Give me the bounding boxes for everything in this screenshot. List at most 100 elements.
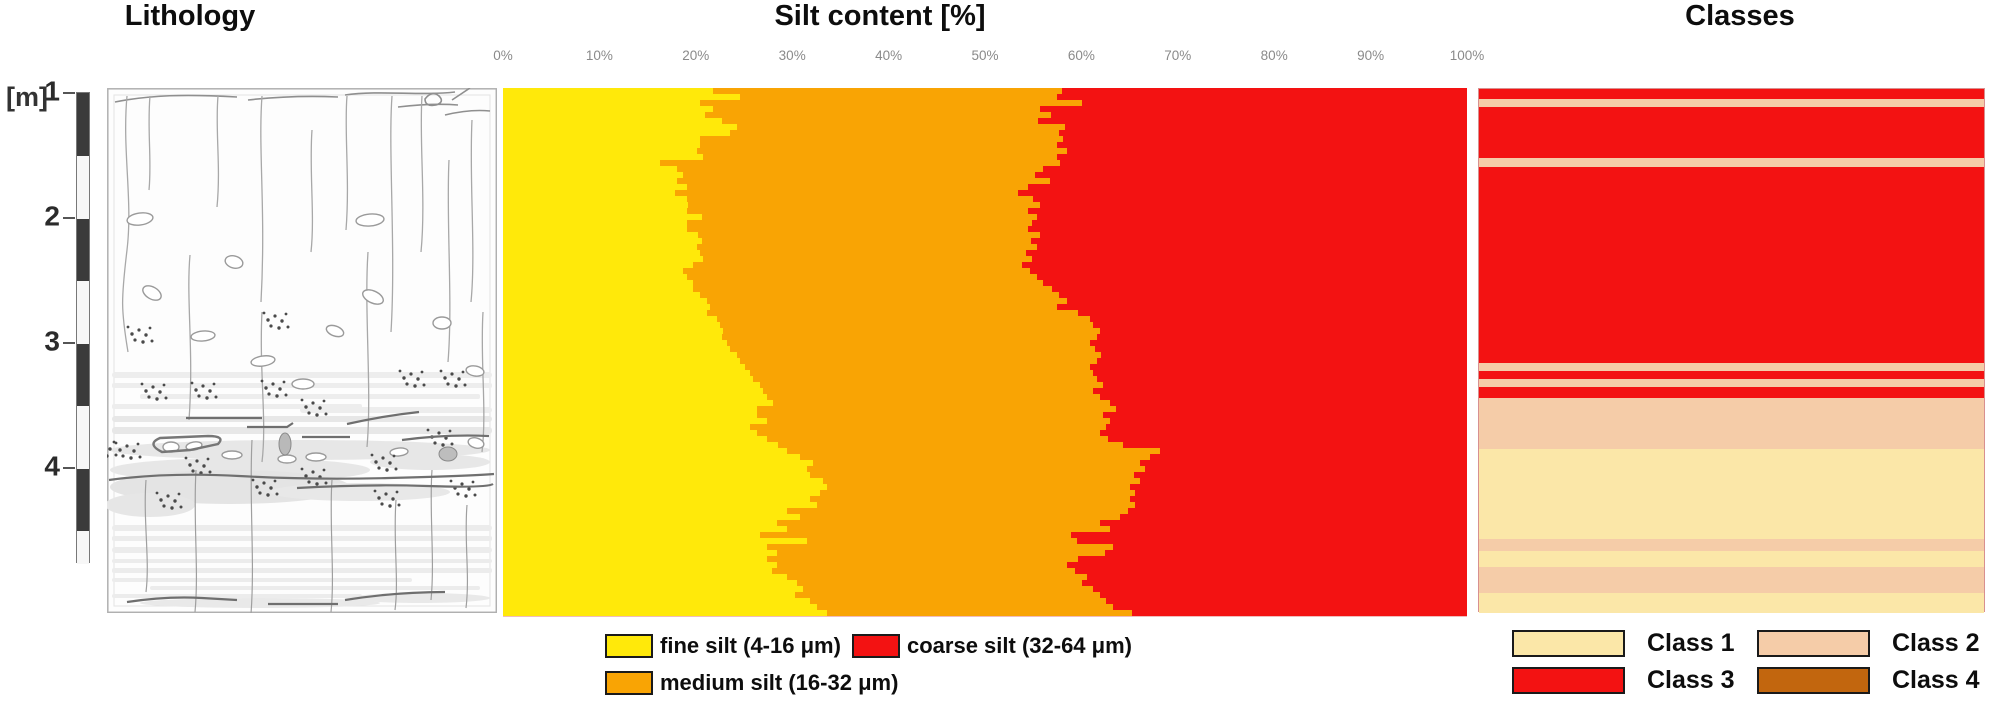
- silt-sample-row: [503, 310, 1467, 316]
- silt-sample-row: [503, 238, 1467, 244]
- silt-sample-row: [503, 442, 1467, 448]
- medium-swatch: [605, 671, 653, 695]
- silt-content-chart: [503, 88, 1467, 617]
- class-stripe-class3: [1479, 387, 1984, 398]
- legend-item-medium: medium silt (16-32 μm): [605, 670, 898, 696]
- axis-tick-label: 10%: [585, 48, 613, 63]
- silt-sample-row: [503, 208, 1467, 214]
- silt-sample-row: [503, 598, 1467, 604]
- lithology-title: Lithology: [124, 0, 256, 32]
- silt-sample-row: [503, 316, 1467, 322]
- silt-sample-row: [503, 586, 1467, 592]
- silt-sample-row: [503, 388, 1467, 394]
- legend-label: Class 4: [1892, 666, 1980, 694]
- silt-sample-row: [503, 112, 1467, 118]
- axis-tick-label: 50%: [971, 48, 999, 63]
- class4-swatch: [1757, 667, 1870, 694]
- lithology-frame: [107, 88, 497, 613]
- silt-sample-row: [503, 508, 1467, 514]
- silt-sample-row: [503, 178, 1467, 184]
- ruler-segment: [77, 281, 89, 344]
- silt-sample-row: [503, 592, 1467, 598]
- silt-sample-row: [503, 304, 1467, 310]
- silt-sample-row: [503, 142, 1467, 148]
- root-traces: [121, 95, 485, 463]
- silt-sample-row: [503, 262, 1467, 268]
- class-stripe-class1: [1479, 593, 1984, 613]
- silt-sample-row: [503, 340, 1467, 346]
- classes-panel: [1478, 88, 1985, 613]
- axis-tick-label: 0%: [493, 48, 513, 63]
- silt-sample-row: [503, 274, 1467, 280]
- silt-sample-row: [503, 298, 1467, 304]
- lithology-column: [107, 88, 497, 613]
- depth-tick-label: 3: [44, 325, 60, 357]
- silt-sample-row: [503, 418, 1467, 424]
- axis-tick-label: 30%: [778, 48, 806, 63]
- silt-sample-row: [503, 454, 1467, 460]
- depth-unit-label: [m]: [6, 82, 48, 112]
- legend-label: medium silt (16-32 μm): [660, 670, 899, 695]
- silt-sample-row: [503, 394, 1467, 400]
- silt-sample-row: [503, 184, 1467, 190]
- silt-sample-row: [503, 610, 1467, 616]
- silt-sample-row: [503, 172, 1467, 178]
- silt-sample-row: [503, 226, 1467, 232]
- silt-sample-row: [503, 256, 1467, 262]
- silt-sample-row: [503, 550, 1467, 556]
- classes-title: Classes: [1685, 0, 1795, 32]
- legend-item-coarse: coarse silt (32-64 μm): [852, 633, 1132, 659]
- silt-sample-row: [503, 430, 1467, 436]
- silt-sample-row: [503, 370, 1467, 376]
- ruler-segment: [77, 531, 89, 564]
- legend-label: Class 3: [1647, 666, 1735, 694]
- silt-sample-row: [503, 280, 1467, 286]
- silt-sample-row: [503, 490, 1467, 496]
- silt-sample-row: [503, 334, 1467, 340]
- silt-sample-row: [503, 532, 1467, 538]
- silt-sample-row: [503, 400, 1467, 406]
- axis-tick-label: 40%: [875, 48, 903, 63]
- silt-sample-row: [503, 520, 1467, 526]
- silt-sample-row: [503, 124, 1467, 130]
- legend-label: fine silt (4-16 μm): [660, 633, 841, 658]
- class-stripe-class3: [1479, 89, 1984, 99]
- silt-sample-row: [503, 538, 1467, 544]
- silt-sample-row: [503, 568, 1467, 574]
- silt-sample-row: [503, 292, 1467, 298]
- silt-sample-row: [503, 544, 1467, 550]
- silt-sample-row: [503, 358, 1467, 364]
- depth-tick-label: 2: [44, 200, 60, 232]
- silt-sample-row: [503, 502, 1467, 508]
- coarse-swatch: [852, 634, 900, 658]
- silt-sample-row: [503, 604, 1467, 610]
- silt-sample-row: [503, 160, 1467, 166]
- silt-sample-row: [503, 466, 1467, 472]
- legend-label: Class 1: [1647, 629, 1735, 657]
- silt-sample-row: [503, 496, 1467, 502]
- silt-sample-row: [503, 514, 1467, 520]
- ruler-segment: [77, 219, 89, 281]
- class-stripe-class1: [1479, 551, 1984, 567]
- lamination-bands: [112, 372, 492, 413]
- ruler-segment: [77, 406, 89, 469]
- fine-swatch: [605, 634, 653, 658]
- gray-lens: [278, 432, 292, 456]
- gray-lens: [438, 446, 458, 462]
- silt-sample-row: [503, 106, 1467, 112]
- burrow-outline: [152, 434, 222, 454]
- silt-sample-row: [503, 382, 1467, 388]
- silt-sample-row: [503, 412, 1467, 418]
- silt-sample-row: [503, 154, 1467, 160]
- clast-outlines: [126, 212, 485, 464]
- class-stripe-class1: [1479, 449, 1984, 539]
- silt-sample-row: [503, 130, 1467, 136]
- legend-item-fine: fine silt (4-16 μm): [605, 633, 841, 659]
- silt-sample-row: [503, 100, 1467, 106]
- silt-sample-row: [503, 214, 1467, 220]
- legend-item-class1: Class 1: [1512, 629, 1735, 658]
- class-stripe-class2: [1479, 158, 1984, 167]
- silt-sample-row: [503, 580, 1467, 586]
- silt-sample-row: [503, 322, 1467, 328]
- silt-sample-row: [503, 574, 1467, 580]
